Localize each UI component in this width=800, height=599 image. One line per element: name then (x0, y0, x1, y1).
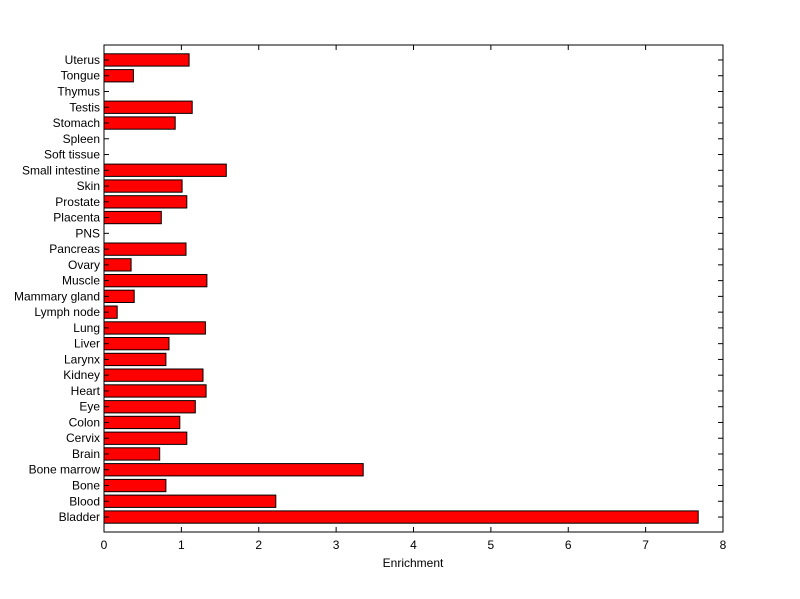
y-tick-label: Pancreas (49, 242, 100, 256)
x-tick-label: 8 (720, 538, 727, 552)
bar (103, 210, 162, 225)
y-tick-label: Tongue (61, 69, 101, 83)
bar (103, 368, 204, 382)
bar (103, 179, 183, 193)
bar (103, 53, 190, 67)
y-tick-label: Bone (72, 479, 100, 493)
y-tick-label: Ovary (68, 258, 100, 272)
y-tick-label: Uterus (65, 53, 100, 67)
y-tick-label: Soft tissue (44, 148, 100, 162)
bar (103, 242, 187, 256)
plot-area (104, 45, 723, 532)
x-tick-labels: 0 1 2 3 4 5 6 7 8 (101, 538, 727, 552)
x-tick-label: 5 (488, 538, 495, 552)
x-tick-label: 6 (565, 538, 572, 552)
x-tick-label: 2 (255, 538, 262, 552)
y-tick-label: PNS (75, 226, 100, 240)
y-tick-label: Thymus (57, 84, 100, 98)
y-tick-label: Lymph node (34, 305, 100, 319)
bar (103, 400, 196, 414)
bar (103, 415, 181, 430)
bar (103, 321, 206, 335)
bar (103, 274, 208, 288)
y-tick-label: Liver (74, 337, 100, 351)
y-tick-label: Mammary gland (14, 289, 100, 303)
y-tick-label: Prostate (55, 195, 100, 209)
bar (103, 116, 176, 130)
y-tick-label: Testis (69, 100, 100, 114)
x-tick-label: 1 (178, 538, 185, 552)
bar (103, 352, 167, 367)
y-tick-label: Bladder (59, 510, 100, 524)
y-tick-label: Brain (72, 447, 100, 461)
y-tick-label: Lung (73, 321, 100, 335)
ticks-group (103, 45, 724, 532)
y-tick-label: Spleen (63, 132, 100, 146)
y-tick-label: Eye (79, 400, 100, 414)
y-tick-label: Kidney (63, 368, 100, 382)
y-tick-label: Larynx (64, 352, 100, 366)
bar (103, 478, 167, 493)
x-axis-label: Enrichment (383, 556, 444, 570)
bar (103, 195, 188, 209)
x-tick-label: 7 (642, 538, 649, 552)
y-tick-label: Skin (77, 179, 100, 193)
bar (103, 447, 161, 461)
plot-frame (103, 44, 724, 533)
bar (103, 100, 193, 114)
bar (103, 510, 699, 524)
bar (103, 494, 277, 508)
y-tick-label: Small intestine (22, 163, 100, 177)
x-tick-label: 3 (333, 538, 340, 552)
x-tick-label: 4 (410, 538, 417, 552)
bar (103, 163, 227, 177)
bar (103, 463, 364, 477)
bar (103, 337, 170, 351)
y-tick-label: Blood (69, 494, 100, 508)
bar (103, 384, 207, 398)
bar (103, 431, 188, 445)
x-tick-label: 0 (101, 538, 108, 552)
y-tick-label: Heart (71, 384, 101, 398)
y-tick-label: Colon (69, 415, 100, 429)
y-tick-label: Bone marrow (29, 463, 101, 477)
y-tick-label: Cervix (66, 431, 100, 445)
y-tick-label: Muscle (62, 274, 100, 288)
y-tick-label: Stomach (53, 116, 100, 130)
y-tick-label: Placenta (53, 211, 100, 225)
